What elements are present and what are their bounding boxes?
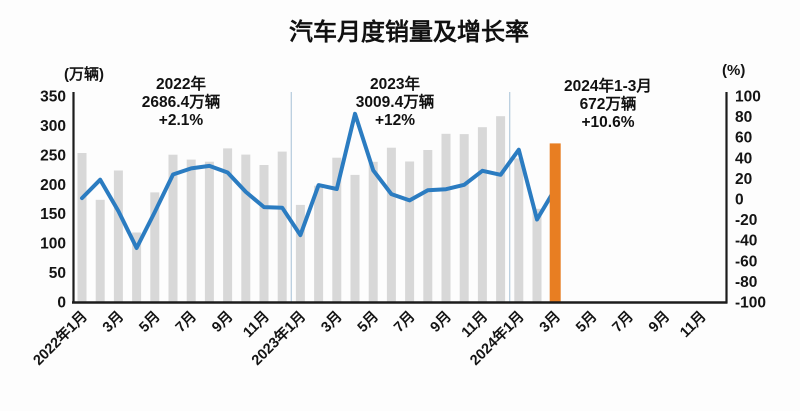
y-left-tick-label: 150 xyxy=(40,206,66,223)
annotation-2023-total: 3009.4万辆 xyxy=(355,94,435,111)
x-tick-label: 7月 xyxy=(172,308,200,336)
x-tick-label: 3月 xyxy=(99,308,127,336)
sales-bar xyxy=(241,154,251,302)
annotation-2022: 2022年 2686.4万辆 +2.1% xyxy=(96,76,266,130)
annotation-2024-period: 2024年1-3月 xyxy=(564,78,652,95)
y-left-tick-label: 250 xyxy=(40,147,66,164)
annotation-2023: 2023年 3009.4万辆 +12% xyxy=(310,76,480,130)
sales-bar-highlight xyxy=(549,143,561,302)
x-tick-label: 7月 xyxy=(609,308,637,336)
x-tick-label: 3月 xyxy=(318,308,346,336)
right-axis-unit-label: (%) xyxy=(722,62,746,79)
x-tick-label: 11月 xyxy=(240,308,273,341)
sales-bar xyxy=(77,153,87,302)
annotation-2023-year: 2023年 xyxy=(370,76,420,93)
x-tick-label: 9月 xyxy=(427,308,455,336)
y-right-tick-label: 100 xyxy=(735,89,761,106)
x-tick-label: 5月 xyxy=(572,308,600,336)
left-axis-unit-label: (万辆) xyxy=(64,66,104,83)
sales-bar xyxy=(277,151,287,302)
sales-bar xyxy=(477,127,487,302)
annotation-2024-total: 672万辆 xyxy=(579,96,637,113)
sales-bar xyxy=(514,158,524,302)
sales-bar xyxy=(496,116,506,302)
y-right-tick-label: 0 xyxy=(735,192,744,209)
y-right-tick-label: -100 xyxy=(735,295,766,312)
sales-bar xyxy=(204,161,214,302)
sales-bar xyxy=(113,170,123,302)
annotation-2024: 2024年1-3月 672万辆 +10.6% xyxy=(523,78,693,132)
y-right-tick-label: 60 xyxy=(735,130,752,147)
sales-bar xyxy=(259,165,269,302)
x-tick-label: 2022年1月 xyxy=(29,307,91,369)
y-left-tick-label: 350 xyxy=(40,89,66,106)
y-right-tick-label: -80 xyxy=(735,274,757,291)
x-tick-label: 9月 xyxy=(645,308,673,336)
annotation-2022-year: 2022年 xyxy=(156,76,206,93)
y-left-tick-label: 200 xyxy=(40,177,66,194)
annotation-2024-growth: +10.6% xyxy=(581,114,635,131)
y-left-tick-label: 300 xyxy=(40,118,66,135)
sales-bar xyxy=(314,185,324,302)
x-tick-label: 11月 xyxy=(677,308,710,341)
sales-bar xyxy=(95,199,105,302)
y-right-tick-label: 80 xyxy=(735,109,752,126)
x-tick-label: 5月 xyxy=(354,308,382,336)
y-left-tick-label: 0 xyxy=(57,295,66,312)
x-tick-label: 5月 xyxy=(136,308,164,336)
annotation-2022-growth: +2.1% xyxy=(158,112,204,129)
x-tick-label: 7月 xyxy=(390,308,418,336)
sales-bar xyxy=(350,174,360,302)
sales-bar xyxy=(168,154,178,302)
sales-bar xyxy=(441,133,451,302)
annotation-2022-total: 2686.4万辆 xyxy=(141,94,221,111)
annotation-2023-growth: +12% xyxy=(374,112,416,129)
x-tick-label: 11月 xyxy=(458,308,491,341)
growth-rate-line xyxy=(80,111,558,250)
y-left-tick-label: 100 xyxy=(40,236,66,253)
sales-bar xyxy=(423,150,433,302)
x-tick-label: 9月 xyxy=(208,308,236,336)
sales-bar xyxy=(186,159,196,302)
y-right-tick-label: -20 xyxy=(735,212,757,229)
sales-bar xyxy=(386,147,396,302)
sales-bar xyxy=(223,148,233,302)
sales-bar xyxy=(459,134,469,302)
sales-bar xyxy=(132,232,142,302)
y-left-tick-label: 50 xyxy=(49,265,66,282)
sales-bar xyxy=(295,204,305,302)
sales-bar xyxy=(532,208,542,302)
x-tick-label: 3月 xyxy=(536,308,564,336)
y-right-tick-label: 40 xyxy=(735,150,752,167)
chart-title: 汽车月度销量及增长率 xyxy=(289,19,529,46)
sales-bar xyxy=(405,161,415,302)
y-right-tick-label: -40 xyxy=(735,233,757,250)
y-right-tick-label: 20 xyxy=(735,171,752,188)
sales-bar xyxy=(368,161,378,302)
y-right-tick-label: -60 xyxy=(735,253,757,270)
sales-bar xyxy=(332,157,342,302)
sales-bar xyxy=(150,192,160,302)
